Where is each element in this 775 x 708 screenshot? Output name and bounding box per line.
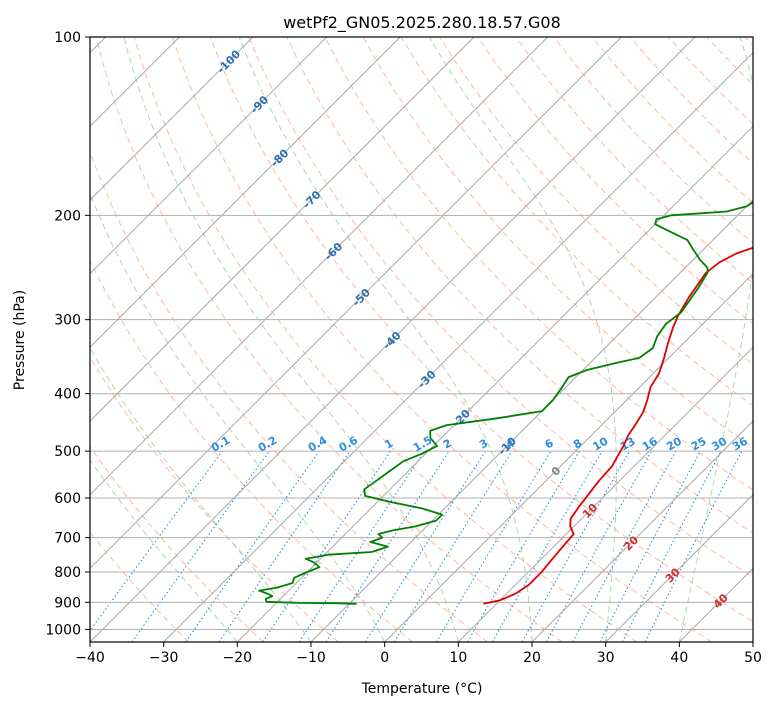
isotherm-line: [752, 641, 753, 642]
isotherm-line: [678, 567, 753, 642]
isotherm-label: -90: [248, 93, 271, 116]
x-tick-label: 20: [523, 650, 541, 666]
isotherm-label: -70: [300, 188, 323, 211]
dry-adiabat-line: [90, 445, 264, 642]
x-tick-label: 10: [449, 650, 467, 666]
dry-adiabat-line: [248, 37, 753, 578]
x-tick-label: 50: [744, 650, 762, 666]
isotherm-line: [163, 51, 753, 642]
isotherm-label: 0: [549, 464, 564, 479]
y-tick-label: 900: [54, 595, 81, 611]
mixing-ratio-line: [325, 450, 450, 642]
chart-title: wetPf2_GN05.2025.280.18.57.G08: [283, 13, 561, 33]
y-tick-label: 600: [54, 491, 81, 507]
mixing-ratio-line: [545, 450, 653, 642]
mixing-ratio-label: 2: [441, 437, 454, 452]
dewpoint-profile-line: [258, 201, 753, 605]
mixing-ratio-line: [218, 450, 351, 642]
dry-adiabat-line: [90, 356, 339, 642]
y-tick-label: 500: [54, 444, 81, 460]
moist-adiabat-line: [90, 347, 312, 642]
isotherm-line: [90, 37, 549, 496]
dry-adiabat-line: [744, 37, 753, 47]
x-tick-label: −20: [223, 650, 253, 666]
mixing-ratio-line: [185, 450, 320, 642]
y-tick-label: 1000: [45, 622, 81, 638]
dry-adiabat-line: [210, 37, 753, 623]
x-tick-label: −40: [75, 650, 105, 666]
mixing-ratio-line: [298, 450, 425, 642]
x-axis-label: Temperature (°C): [361, 681, 483, 697]
dry-adiabat-line: [515, 37, 753, 284]
isotherm-line: [90, 37, 622, 570]
dry-adiabat-line: [553, 37, 753, 244]
y-tick-label: 300: [54, 313, 81, 329]
isotherm-line: [310, 199, 753, 642]
y-tick-label: 700: [54, 531, 81, 547]
dry-adiabat-line: [286, 37, 753, 534]
mixing-ratio-line: [131, 450, 270, 642]
dry-adiabat-line: [133, 37, 638, 642]
moist-adiabat-line: [678, 37, 753, 642]
moist-adiabat-line: [428, 37, 617, 642]
isotherm-line: [384, 272, 753, 642]
x-tick-label: 0: [380, 650, 389, 666]
dry-adiabat-line: [90, 150, 488, 642]
isotherm-line: [90, 37, 475, 422]
dry-adiabat-line: [706, 37, 753, 86]
isotherm-line: [457, 346, 753, 642]
x-tick-label: −10: [296, 650, 326, 666]
isotherm-label: -60: [322, 240, 345, 263]
mixing-ratio-line: [435, 450, 552, 642]
isotherm-line: [605, 493, 753, 642]
x-tick-label: −30: [149, 650, 179, 666]
dry-adiabat-line: [668, 37, 753, 125]
y-tick-label: 100: [54, 30, 81, 46]
background-lines: [90, 37, 753, 642]
mixing-ratio-line: [572, 450, 677, 642]
isotherm-line: [236, 125, 753, 642]
mixing-ratio-line: [262, 450, 392, 642]
x-tick-label: 40: [670, 650, 688, 666]
mixing-ratio-line: [90, 450, 223, 632]
dry-adiabat-line: [591, 37, 753, 204]
mixing-ratio-line: [599, 450, 701, 642]
isotherm-line: [90, 37, 401, 349]
moist-adiabat-line: [238, 37, 533, 642]
dry-adiabat-line: [90, 259, 414, 642]
plot-frame: [89, 36, 754, 643]
y-tick-label: 800: [54, 565, 81, 581]
y-axis-label: Pressure (hPa): [12, 290, 28, 390]
mixing-ratio-line: [644, 450, 743, 642]
y-tick-label: 400: [54, 387, 81, 403]
isotherm-label: 10: [580, 501, 600, 521]
dry-adiabat-line: [171, 37, 712, 642]
x-tick-label: 30: [597, 650, 615, 666]
profiles: [258, 201, 753, 605]
isotherm-label: -80: [268, 146, 291, 169]
x-axis: −40 −30 −20 −10 0 10 20 30 40 50: [75, 642, 762, 666]
mixing-ratio-line: [521, 450, 630, 642]
isotherm-label: -50: [350, 286, 373, 309]
dry-adiabat-line: [324, 37, 753, 491]
isotherm-label: -100: [215, 47, 244, 76]
moist-adiabat-line: [90, 459, 238, 642]
moist-adiabat-line: [123, 37, 459, 642]
y-tick-label: 200: [54, 208, 81, 224]
dry-adiabat-line: [90, 531, 190, 642]
isotherm-line: [90, 37, 696, 642]
y-axis: 100 200 300 400 500 600 700 800 900 1000: [45, 30, 90, 638]
temperature-profile-line: [483, 246, 753, 605]
isotherm-line: [90, 37, 254, 201]
grid-lines: [90, 37, 753, 630]
mixing-ratio-line: [393, 450, 513, 642]
mixing-ratio-label: 6: [543, 436, 556, 451]
moist-adiabat-line: [90, 192, 386, 642]
isotherm-line: [90, 37, 328, 275]
isotherm-line: [531, 420, 753, 642]
dry-adiabat-line: [95, 37, 563, 642]
mixing-ratio-line: [364, 450, 486, 642]
